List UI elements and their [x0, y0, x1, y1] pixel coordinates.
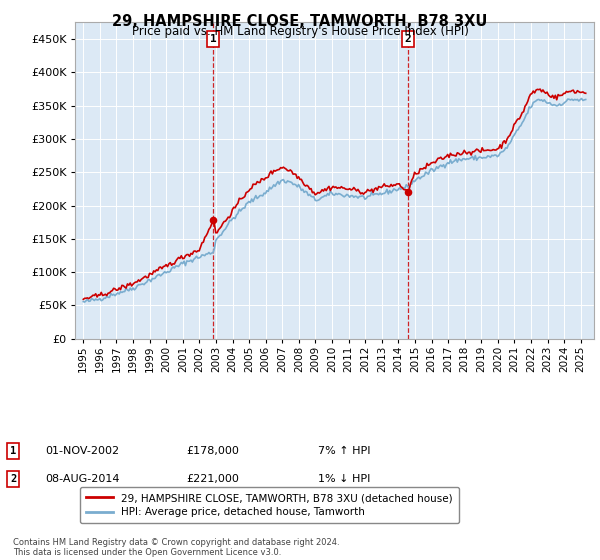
Text: 01-NOV-2002: 01-NOV-2002 — [45, 446, 119, 456]
Text: 29, HAMPSHIRE CLOSE, TAMWORTH, B78 3XU: 29, HAMPSHIRE CLOSE, TAMWORTH, B78 3XU — [112, 14, 488, 29]
Legend: 29, HAMPSHIRE CLOSE, TAMWORTH, B78 3XU (detached house), HPI: Average price, det: 29, HAMPSHIRE CLOSE, TAMWORTH, B78 3XU (… — [80, 487, 459, 524]
Text: 1: 1 — [210, 34, 217, 44]
Text: £221,000: £221,000 — [186, 474, 239, 484]
Point — [208, 216, 218, 225]
Text: Price paid vs. HM Land Registry's House Price Index (HPI): Price paid vs. HM Land Registry's House … — [131, 25, 469, 38]
Text: 1% ↓ HPI: 1% ↓ HPI — [318, 474, 370, 484]
Text: 2: 2 — [404, 34, 412, 44]
Text: 08-AUG-2014: 08-AUG-2014 — [45, 474, 119, 484]
Text: 1: 1 — [10, 446, 16, 456]
Text: Contains HM Land Registry data © Crown copyright and database right 2024.
This d: Contains HM Land Registry data © Crown c… — [13, 538, 340, 557]
Text: 2: 2 — [10, 474, 16, 484]
Point — [403, 187, 413, 196]
Text: 7% ↑ HPI: 7% ↑ HPI — [318, 446, 371, 456]
Text: £178,000: £178,000 — [186, 446, 239, 456]
